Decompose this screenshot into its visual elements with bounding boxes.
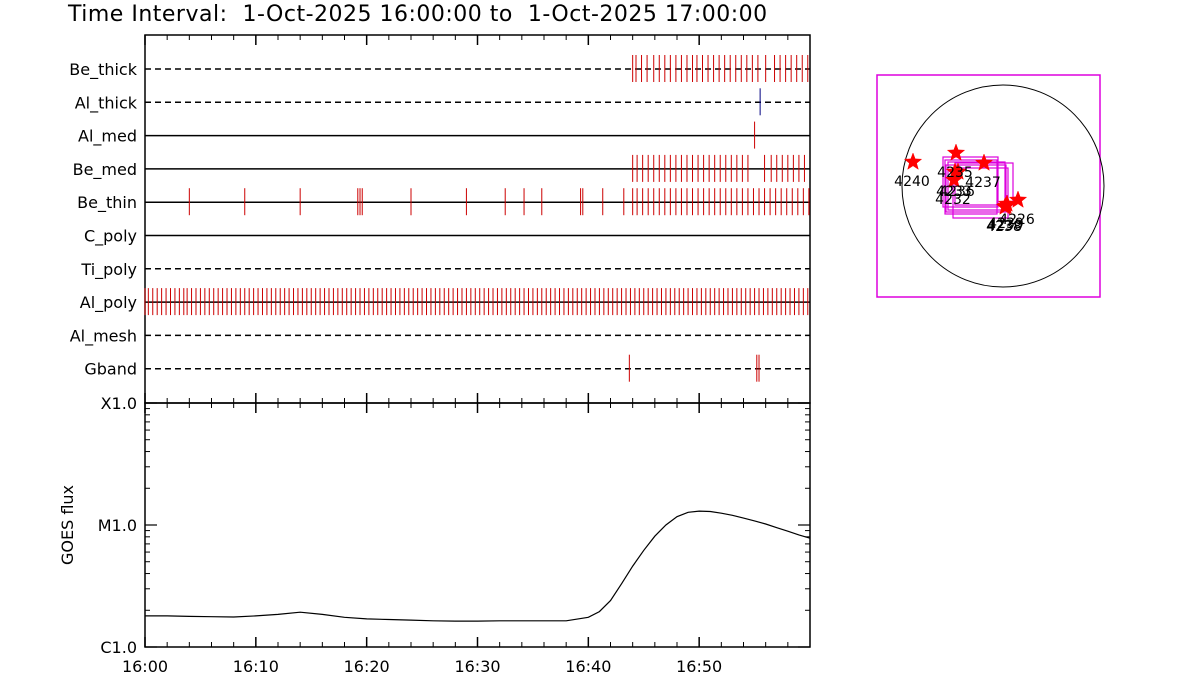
fov-small-box bbox=[944, 159, 998, 215]
timeline-frame bbox=[144, 34, 811, 404]
channel-label: Al_thick bbox=[75, 93, 138, 113]
channel-label: Al_mesh bbox=[70, 326, 137, 346]
fov-small-box bbox=[945, 164, 1007, 213]
channel-al-mesh: Al_mesh bbox=[70, 326, 810, 346]
channel-label: Be_thick bbox=[69, 60, 137, 80]
channel-be-thin: Be_thin bbox=[77, 188, 810, 216]
solar-limb-circle bbox=[901, 84, 1105, 288]
channel-label: Be_thin bbox=[77, 193, 137, 213]
ar-label: 4240 bbox=[894, 174, 930, 190]
event-timeline-panel: Be_thick Al_thick Al_med Be_med Be_thin C_pol… bbox=[69, 34, 811, 404]
ar-4226: 4226 bbox=[999, 190, 1035, 228]
ar-label: 4226 bbox=[999, 212, 1035, 228]
y-tick-label: M1.0 bbox=[98, 516, 137, 535]
channel-label: C_poly bbox=[84, 227, 137, 247]
x-tick-label: 16:10 bbox=[233, 657, 279, 676]
chart-title: Time Interval: 1-Oct-2025 16:00:00 to 1-… bbox=[68, 2, 768, 27]
ar-label: 4238 bbox=[986, 219, 1022, 235]
channel-al-med: Al_med bbox=[78, 121, 810, 149]
channel-label: Al_med bbox=[78, 127, 137, 147]
channel-c-poly: C_poly bbox=[84, 227, 810, 247]
ar-label: 4232 bbox=[935, 192, 971, 208]
ar-label: 4230 bbox=[987, 218, 1023, 234]
ar-star bbox=[974, 153, 994, 171]
ar-star bbox=[946, 143, 966, 161]
y-axis-label: GOES flux bbox=[58, 485, 77, 565]
ar-star bbox=[903, 152, 923, 170]
ar-star bbox=[945, 162, 965, 180]
ar-label: 4233 bbox=[936, 184, 972, 200]
ar-label: 4239 bbox=[988, 216, 1024, 232]
fov-small-box bbox=[942, 156, 999, 208]
ar-star bbox=[996, 196, 1016, 214]
channel-al-poly: Al_poly bbox=[80, 288, 810, 316]
channel-ti-poly: Ti_poly bbox=[80, 260, 810, 280]
x-tick-label: 16:20 bbox=[344, 657, 390, 676]
time-axis: 16:00 16:10 16:20 16:30 16:40 16:50 bbox=[122, 35, 789, 676]
channel-gband: Gband bbox=[84, 354, 810, 382]
ar-label: 4235 bbox=[937, 165, 973, 181]
x-tick-label: 16:50 bbox=[676, 657, 722, 676]
y-tick-label: C1.0 bbox=[100, 638, 137, 657]
ar-4240: 4240 bbox=[894, 152, 930, 190]
ar-4237: 4237 bbox=[965, 153, 1001, 191]
channel-be-thick: Be_thick bbox=[69, 55, 810, 82]
goes-flux-line bbox=[145, 510, 811, 622]
ar-4233: 4233 bbox=[936, 162, 972, 200]
ar-4230: 4230 bbox=[987, 196, 1023, 234]
channel-label: Be_med bbox=[73, 160, 137, 180]
ar-4232: 4232 bbox=[935, 170, 971, 208]
ar-label: 4237 bbox=[965, 175, 1001, 191]
y-tick-label: X1.0 bbox=[101, 394, 137, 413]
goes-frame bbox=[144, 402, 811, 648]
ar-label: 4236 bbox=[939, 184, 975, 200]
x-tick-label: 16:30 bbox=[454, 657, 500, 676]
channel-label: Ti_poly bbox=[80, 260, 137, 280]
x-tick-label: 16:40 bbox=[565, 657, 611, 676]
channel-label: Al_poly bbox=[80, 293, 137, 313]
ar-star bbox=[944, 170, 964, 188]
ar-star bbox=[1008, 190, 1028, 208]
channel-be-med: Be_med bbox=[73, 154, 810, 182]
x-tick-label: 16:00 bbox=[122, 657, 168, 676]
fov-small-box bbox=[947, 161, 1006, 211]
channel-al-thick: Al_thick bbox=[75, 88, 810, 116]
goes-flux-panel: C1.0 M1.0 X1.0 GOES flux bbox=[58, 394, 811, 657]
fov-outer-box bbox=[876, 74, 1101, 298]
ar-4235: 4235 bbox=[937, 143, 973, 181]
channel-label: Gband bbox=[84, 360, 137, 379]
